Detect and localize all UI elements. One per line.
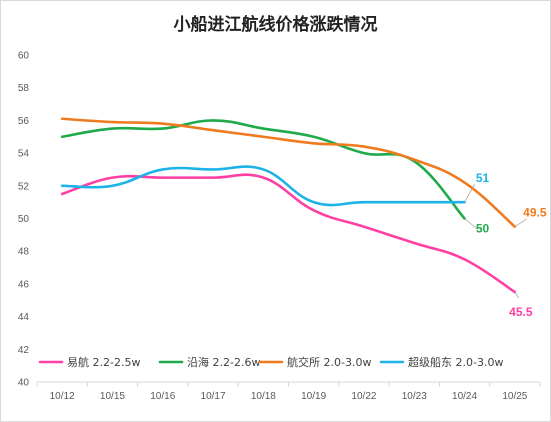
chart-title: 小船进江航线价格涨跌情况 xyxy=(173,15,378,35)
end-label-leader xyxy=(514,291,520,299)
x-tick-label: 10/12 xyxy=(50,391,75,402)
legend-label: 易航 2.2-2.5w xyxy=(67,355,140,369)
legend-label: 航交所 2.0-3.0w xyxy=(287,355,371,369)
y-tick-label: 42 xyxy=(18,345,30,356)
y-tick-label: 52 xyxy=(18,181,30,192)
y-tick-label: 40 xyxy=(18,378,30,389)
x-tick-label: 10/15 xyxy=(100,391,125,402)
end-label-2: 50 xyxy=(476,222,490,236)
end-label-1: 45.5 xyxy=(509,305,533,319)
series-line-3 xyxy=(60,117,517,228)
y-tick-label: 44 xyxy=(18,312,30,323)
y-tick-label: 48 xyxy=(18,247,30,258)
end-label-3: 49.5 xyxy=(523,206,547,220)
series-line-4 xyxy=(60,165,466,207)
x-tick-label: 10/24 xyxy=(452,391,477,402)
y-tick-label: 50 xyxy=(18,214,30,225)
series-line-1 xyxy=(60,173,517,294)
y-tick-label: 56 xyxy=(18,116,30,127)
series-lines xyxy=(60,117,517,294)
x-tick-label: 10/25 xyxy=(502,391,527,402)
y-tick-label: 54 xyxy=(18,149,30,160)
x-tick-label: 10/16 xyxy=(150,391,175,402)
x-tick-label: 10/22 xyxy=(351,391,376,402)
chart-legend: 易航 2.2-2.5w 沿海 2.2-2.6w 航交所 2.0-3.0w 超级船东 2… xyxy=(38,355,503,369)
end-label-leader xyxy=(464,183,475,203)
end-label-leader xyxy=(514,218,528,228)
legend-label: 超级船东 2.0-3.0w xyxy=(408,355,503,369)
end-label-4: 51 xyxy=(476,171,490,185)
x-tick-label: 10/18 xyxy=(251,391,276,402)
y-tick-label: 46 xyxy=(18,279,30,290)
x-tick-label: 10/17 xyxy=(201,391,226,402)
chart-axes: 40 42 44 46 48 50 52 54 56 58 60 10/12 10/15 10/16 10/… xyxy=(18,51,541,402)
end-labels: 45.5 50 49.5 51 xyxy=(464,171,547,319)
y-tick-label: 60 xyxy=(18,51,30,62)
x-tick-label: 10/19 xyxy=(301,391,326,402)
x-tick-label: 10/23 xyxy=(402,391,427,402)
end-label-leader xyxy=(464,218,477,229)
y-tick-label: 58 xyxy=(18,83,30,94)
legend-label: 沿海 2.2-2.6w xyxy=(187,355,260,369)
